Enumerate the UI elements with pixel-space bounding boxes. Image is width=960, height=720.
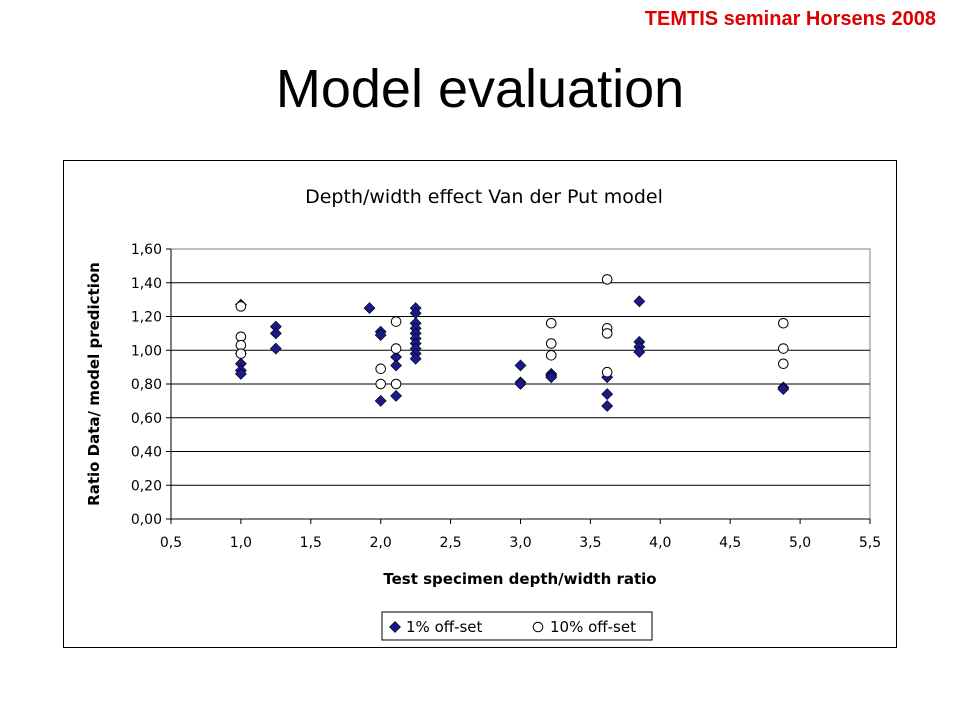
data-point-1pct xyxy=(514,359,527,372)
data-point-1pct xyxy=(390,389,403,402)
data-point-10pct xyxy=(390,378,402,390)
data-point-10pct xyxy=(235,301,247,312)
x-tick-label: 2,0 xyxy=(370,535,392,551)
x-tick-label: 2,5 xyxy=(439,535,461,551)
data-point-1pct xyxy=(269,327,282,340)
data-points xyxy=(234,274,790,412)
y-tick-labels: 0,00 0,20 0,40 0,60 0,80 1,00 1,20 1,40 1,60 xyxy=(131,242,162,528)
data-point-10pct xyxy=(545,338,557,349)
y-tick-label: 1,20 xyxy=(131,310,162,326)
series-0 xyxy=(234,295,790,412)
data-point-1pct xyxy=(390,359,403,372)
data-point-1pct xyxy=(374,329,387,341)
chart-frame: Depth/width effect Van der Put model 0,0… xyxy=(63,160,897,648)
data-point-10pct xyxy=(390,343,402,354)
scatter-chart: Depth/width effect Van der Put model 0,0… xyxy=(85,186,881,641)
data-point-1pct xyxy=(601,400,614,412)
x-tick-label: 4,5 xyxy=(719,535,741,551)
data-point-10pct xyxy=(778,317,789,329)
data-point-10pct xyxy=(235,348,247,359)
legend: 1% off-set 10% off-set xyxy=(381,611,653,641)
legend-label-10pct: 10% off-set xyxy=(550,618,636,636)
seminar-tag: TEMTIS seminar Horsens 2008 xyxy=(644,8,936,30)
data-point-1pct xyxy=(633,295,646,308)
x-tick-label: 1,5 xyxy=(300,535,322,551)
data-point-10pct xyxy=(601,328,613,339)
series-1 xyxy=(235,274,789,390)
data-point-10pct xyxy=(601,274,613,285)
data-point-1pct xyxy=(363,302,376,314)
y-tick-label: 1,40 xyxy=(131,276,162,292)
y-tick-label: 0,40 xyxy=(131,445,162,461)
y-tick-label: 0,60 xyxy=(131,411,162,427)
y-tick-label: 1,00 xyxy=(131,343,162,359)
x-tick-label: 5,5 xyxy=(859,535,881,551)
x-tick-labels: 0,5 1,0 1,5 2,0 2,5 3,0 3,5 4,0 4,5 5,0 5,5 xyxy=(160,535,881,551)
data-point-10pct xyxy=(390,316,402,327)
data-point-10pct xyxy=(375,363,387,375)
data-point-10pct xyxy=(375,378,387,390)
slide-title: Model evaluation xyxy=(275,59,685,119)
x-axis-label: Test specimen depth/width ratio xyxy=(383,570,656,588)
legend-label-1pct: 1% off-set xyxy=(406,618,483,636)
data-point-1pct xyxy=(545,371,558,384)
data-point-1pct xyxy=(633,346,646,358)
legend-marker-1pct xyxy=(389,621,401,633)
data-point-10pct xyxy=(545,350,557,361)
legend-box xyxy=(381,611,653,641)
data-point-10pct xyxy=(601,366,613,378)
data-point-10pct xyxy=(778,343,789,354)
y-tick-label: 0,00 xyxy=(131,512,162,528)
legend-diamond-marker xyxy=(389,621,401,633)
data-point-1pct xyxy=(601,388,614,401)
y-axis-label: Ratio Data/ model prediction xyxy=(85,262,103,506)
x-tick-label: 4,0 xyxy=(649,535,671,551)
data-point-1pct xyxy=(409,352,422,365)
x-tick-label: 3,0 xyxy=(509,535,531,551)
x-tick-label: 1,0 xyxy=(230,535,252,551)
data-point-1pct xyxy=(514,378,527,390)
x-tick-label: 0,5 xyxy=(160,535,182,551)
data-point-1pct xyxy=(777,383,790,395)
data-point-1pct xyxy=(374,394,387,407)
x-tick-label: 3,5 xyxy=(579,535,601,551)
data-point-10pct xyxy=(778,358,789,370)
legend-circle-marker xyxy=(532,621,544,633)
y-tick-label: 1,60 xyxy=(131,242,162,258)
data-point-10pct xyxy=(545,317,557,329)
chart-title: Depth/width effect Van der Put model xyxy=(305,186,663,208)
y-tick-label: 0,20 xyxy=(131,478,162,494)
legend-marker-10pct xyxy=(532,621,544,633)
y-tick-label: 0,80 xyxy=(131,377,162,393)
x-tick-label: 5,0 xyxy=(789,535,811,551)
data-point-1pct xyxy=(269,342,282,355)
data-point-1pct xyxy=(234,367,247,380)
axes xyxy=(166,248,871,524)
grid-lines xyxy=(171,282,870,486)
